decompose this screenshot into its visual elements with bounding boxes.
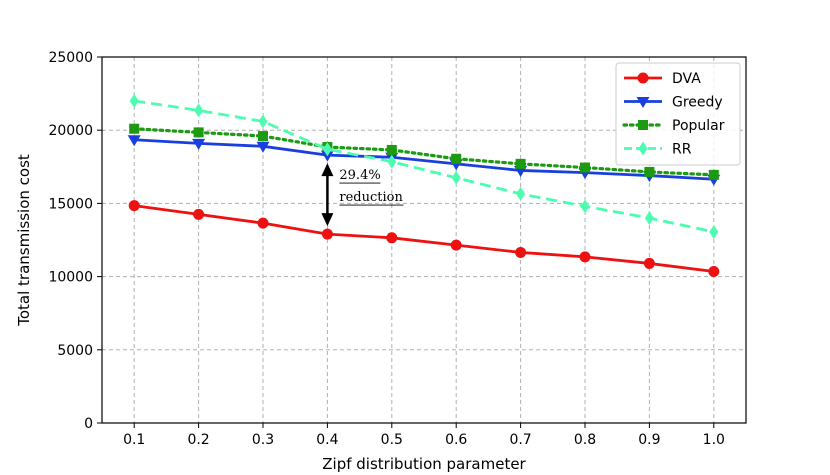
y-tick-label: 20000 — [48, 123, 93, 139]
data-point-dva — [450, 239, 462, 251]
data-point-rr — [322, 142, 332, 157]
series-dva — [128, 200, 720, 277]
data-point-popular — [258, 131, 268, 142]
axis-ticks: 0.1 0.2 0.3 0.4 0.5 0.6 0.7 0.8 0.9 1.0 0 5000 10000… — [48, 50, 724, 448]
x-axis-label: Zipf distribution parameter — [322, 455, 526, 473]
y-tick-label: 25000 — [48, 50, 93, 66]
data-point-dva — [128, 200, 140, 212]
data-point-popular — [644, 166, 655, 177]
series-line-dva — [134, 204, 714, 273]
series-line-rr — [133, 99, 715, 234]
legend-item-rr: RR — [624, 141, 692, 158]
data-point-popular — [193, 127, 204, 138]
series-layer — [127, 93, 721, 277]
x-tick-label: 1.0 — [703, 432, 725, 448]
x-tick-label: 0.2 — [187, 432, 209, 448]
y-tick-label: 5000 — [57, 343, 93, 359]
data-point-popular — [129, 123, 140, 134]
legend-label: Popular — [672, 118, 725, 134]
series-line-popular — [132, 127, 716, 177]
data-point-popular — [386, 144, 397, 155]
x-tick-label: 0.7 — [509, 432, 531, 448]
y-tick-label: 15000 — [48, 196, 93, 212]
annotation-arrow-head-down — [321, 213, 334, 227]
legend-label: DVA — [672, 71, 701, 87]
data-point-dva — [193, 208, 205, 220]
data-point-dva — [708, 265, 720, 277]
data-point-greedy — [127, 135, 141, 147]
data-point-rr — [644, 211, 654, 226]
legend: DVA Greedy Popular RR — [615, 62, 741, 166]
data-point-rr — [709, 224, 719, 239]
y-tick-label: 0 — [84, 416, 93, 432]
data-point-rr — [387, 154, 397, 169]
data-point-dva — [321, 228, 333, 240]
data-point-rr — [451, 170, 461, 185]
series-rr — [129, 93, 719, 239]
data-point-rr — [129, 93, 139, 108]
legend-marker — [637, 72, 649, 84]
legend-label: RR — [672, 142, 692, 158]
data-point-rr — [516, 186, 526, 201]
x-tick-label: 0.6 — [445, 432, 467, 448]
y-tick-label: 10000 — [48, 270, 93, 286]
data-point-greedy — [192, 138, 206, 150]
data-point-greedy — [256, 141, 270, 153]
data-point-rr — [258, 114, 268, 129]
annotation-text-line1: 29.4% — [339, 168, 380, 183]
data-point-dva — [579, 251, 591, 263]
data-point-popular — [515, 158, 526, 169]
x-tick-label: 0.4 — [316, 432, 338, 448]
x-tick-label: 0.5 — [381, 432, 403, 448]
legend-marker — [638, 120, 648, 130]
legend-item-greedy: Greedy — [624, 95, 723, 111]
x-tick-label: 0.9 — [638, 432, 660, 448]
annotation-text-line2: reduction — [339, 190, 403, 205]
legend-box — [615, 62, 741, 166]
annotation-arrow-head-up — [321, 163, 334, 177]
data-point-popular — [451, 153, 462, 164]
data-point-dva — [515, 246, 527, 258]
data-point-rr — [580, 199, 590, 214]
data-point-dva — [386, 232, 398, 244]
annotation: 29.4% reduction — [321, 163, 403, 227]
legend-marker — [638, 141, 648, 156]
data-point-dva — [643, 257, 655, 269]
legend-item-dva: DVA — [624, 71, 701, 87]
legend-item-popular: Popular — [622, 118, 725, 134]
series-line-greedy — [134, 138, 714, 181]
data-point-popular — [580, 162, 590, 173]
legend-marker — [636, 97, 650, 108]
x-tick-label: 0.8 — [574, 432, 596, 448]
grid — [102, 57, 746, 423]
data-point-popular — [708, 169, 719, 180]
data-point-rr — [194, 103, 204, 118]
x-tick-label: 0.1 — [123, 432, 145, 448]
data-point-dva — [257, 217, 269, 229]
y-axis-label: Total transmission cost — [15, 154, 33, 327]
x-tick-label: 0.3 — [252, 432, 274, 448]
plot-frame — [101, 56, 747, 424]
legend-label: Greedy — [672, 95, 723, 111]
